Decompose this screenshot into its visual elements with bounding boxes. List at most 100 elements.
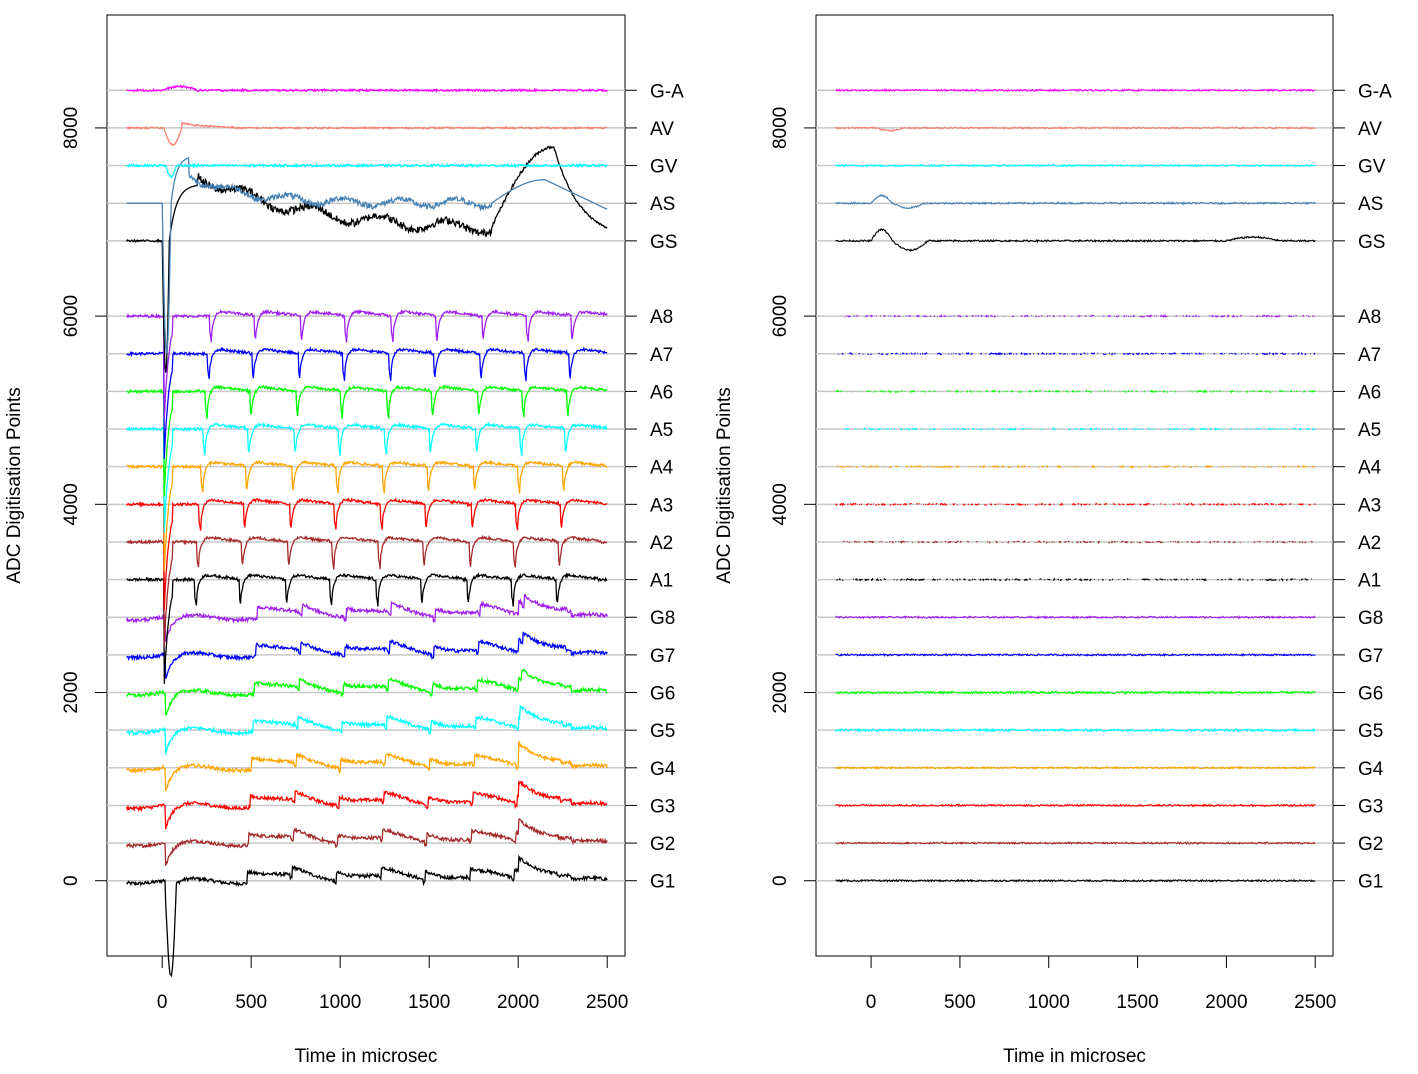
trace-a4 bbox=[126, 459, 608, 572]
trace-a5 bbox=[126, 421, 608, 533]
trace-g-a bbox=[835, 88, 1316, 93]
trace-a4 bbox=[836, 464, 1316, 469]
channel-label-a8: A8 bbox=[650, 307, 673, 328]
x-tick-label-0: 0 bbox=[866, 992, 877, 1013]
trace-a6 bbox=[835, 389, 1316, 394]
trace-g5 bbox=[126, 704, 608, 755]
trace-a5 bbox=[844, 426, 1316, 432]
trace-g1 bbox=[126, 854, 608, 978]
x-axis-label: Time in microsec bbox=[295, 1046, 438, 1067]
channel-label-av: AV bbox=[650, 119, 674, 140]
channel-label-a1: A1 bbox=[1358, 571, 1381, 592]
trace-g6 bbox=[835, 689, 1316, 696]
channel-label-g3: G3 bbox=[1358, 796, 1383, 817]
trace-a6 bbox=[126, 384, 608, 497]
x-tick-label-500: 500 bbox=[235, 992, 267, 1013]
x-tick-label-2000: 2000 bbox=[1205, 992, 1247, 1013]
trace-a1 bbox=[126, 572, 608, 684]
trace-g-a bbox=[126, 84, 608, 93]
trace-gv bbox=[126, 162, 608, 180]
y-tick-label-8000: 8000 bbox=[770, 107, 791, 149]
trace-g2 bbox=[835, 841, 1316, 846]
channel-label-a5: A5 bbox=[650, 420, 673, 441]
trace-g6 bbox=[126, 668, 608, 716]
trace-g3 bbox=[125, 779, 608, 830]
trace-av bbox=[835, 125, 1316, 133]
channel-label-g-a: G-A bbox=[1358, 81, 1392, 102]
channel-label-g-a: G-A bbox=[650, 81, 684, 102]
trace-g1 bbox=[835, 878, 1316, 883]
channel-label-a1: A1 bbox=[650, 571, 673, 592]
plot-frame bbox=[106, 14, 626, 957]
channel-label-g4: G4 bbox=[1358, 759, 1384, 780]
channel-label-a6: A6 bbox=[1358, 382, 1381, 403]
left-panel: G1 G2 G3 G4 G5 G6 G7 G8 A1 A2 A3 A4 A5 A6 A7 A8 GS AS GV AV… bbox=[4, 14, 684, 1067]
channel-label-g8: G8 bbox=[650, 608, 675, 629]
y-tick-label-2000: 2000 bbox=[770, 671, 791, 713]
channel-label-a4: A4 bbox=[1358, 458, 1382, 479]
y-axis-label: ADC Digitisation Points bbox=[714, 387, 735, 583]
channel-label-g5: G5 bbox=[1358, 721, 1383, 742]
trace-a8 bbox=[126, 308, 608, 420]
right-panel: G1 G2 G3 G4 G5 G6 G7 G8 A1 A2 A3 A4 A5 A6 A7 A8 GS AS GV AV… bbox=[714, 14, 1392, 1067]
channel-label-gv: GV bbox=[1358, 157, 1386, 178]
channel-label-g6: G6 bbox=[1358, 684, 1383, 705]
channel-label-a3: A3 bbox=[1358, 495, 1381, 516]
trace-as bbox=[126, 156, 608, 354]
x-axis-label: Time in microsec bbox=[1003, 1046, 1146, 1067]
trace-a3 bbox=[126, 497, 608, 610]
channel-label-a8: A8 bbox=[1358, 307, 1381, 328]
y-tick-label-6000: 6000 bbox=[61, 295, 82, 337]
channel-label-gv: GV bbox=[650, 157, 678, 178]
plot-frame bbox=[815, 14, 1334, 957]
channel-label-a5: A5 bbox=[1358, 420, 1381, 441]
trace-a2 bbox=[126, 534, 608, 647]
x-tick-label-2500: 2500 bbox=[586, 992, 628, 1013]
channel-label-a7: A7 bbox=[1358, 345, 1381, 366]
trace-as bbox=[835, 193, 1316, 210]
x-tick-label-1000: 1000 bbox=[1028, 992, 1070, 1013]
channel-label-gs: GS bbox=[1358, 232, 1385, 253]
y-tick-label-0: 0 bbox=[61, 875, 82, 886]
trace-a3 bbox=[835, 502, 1316, 507]
trace-a7 bbox=[126, 346, 608, 459]
channel-label-a4: A4 bbox=[650, 458, 674, 479]
channel-label-g1: G1 bbox=[650, 872, 675, 893]
x-tick-label-0: 0 bbox=[157, 992, 168, 1013]
trace-a7 bbox=[838, 351, 1316, 356]
y-tick-label-6000: 6000 bbox=[770, 295, 791, 337]
trace-g4 bbox=[835, 765, 1316, 770]
x-tick-label-2500: 2500 bbox=[1294, 992, 1336, 1013]
channel-label-as: AS bbox=[650, 194, 675, 215]
trace-g8 bbox=[835, 615, 1316, 620]
trace-g4 bbox=[126, 739, 608, 792]
channel-label-g2: G2 bbox=[1358, 834, 1383, 855]
channel-label-g2: G2 bbox=[650, 834, 675, 855]
y-tick-label-2000: 2000 bbox=[61, 671, 82, 713]
trace-g3 bbox=[835, 803, 1316, 808]
trace-gs bbox=[835, 228, 1316, 253]
x-tick-label-1000: 1000 bbox=[319, 992, 361, 1013]
channel-label-g3: G3 bbox=[650, 796, 675, 817]
x-tick-label-2000: 2000 bbox=[497, 992, 539, 1013]
x-tick-label-1500: 1500 bbox=[1116, 992, 1158, 1013]
trace-gv bbox=[835, 163, 1316, 168]
channel-label-as: AS bbox=[1358, 194, 1383, 215]
trace-g7 bbox=[126, 631, 608, 679]
channel-label-g7: G7 bbox=[1358, 646, 1383, 667]
y-tick-label-0: 0 bbox=[770, 875, 791, 886]
x-tick-label-1500: 1500 bbox=[408, 992, 450, 1013]
channel-label-g8: G8 bbox=[1358, 608, 1383, 629]
channel-label-g7: G7 bbox=[650, 646, 675, 667]
channel-label-a2: A2 bbox=[1358, 533, 1381, 554]
trace-g5 bbox=[834, 727, 1316, 733]
trace-g2 bbox=[126, 817, 608, 866]
channel-label-a7: A7 bbox=[650, 345, 673, 366]
channel-label-a6: A6 bbox=[650, 382, 673, 403]
channel-label-a3: A3 bbox=[650, 495, 673, 516]
y-tick-label-4000: 4000 bbox=[770, 483, 791, 525]
channel-label-g1: G1 bbox=[1358, 872, 1383, 893]
trace-av bbox=[126, 121, 608, 147]
